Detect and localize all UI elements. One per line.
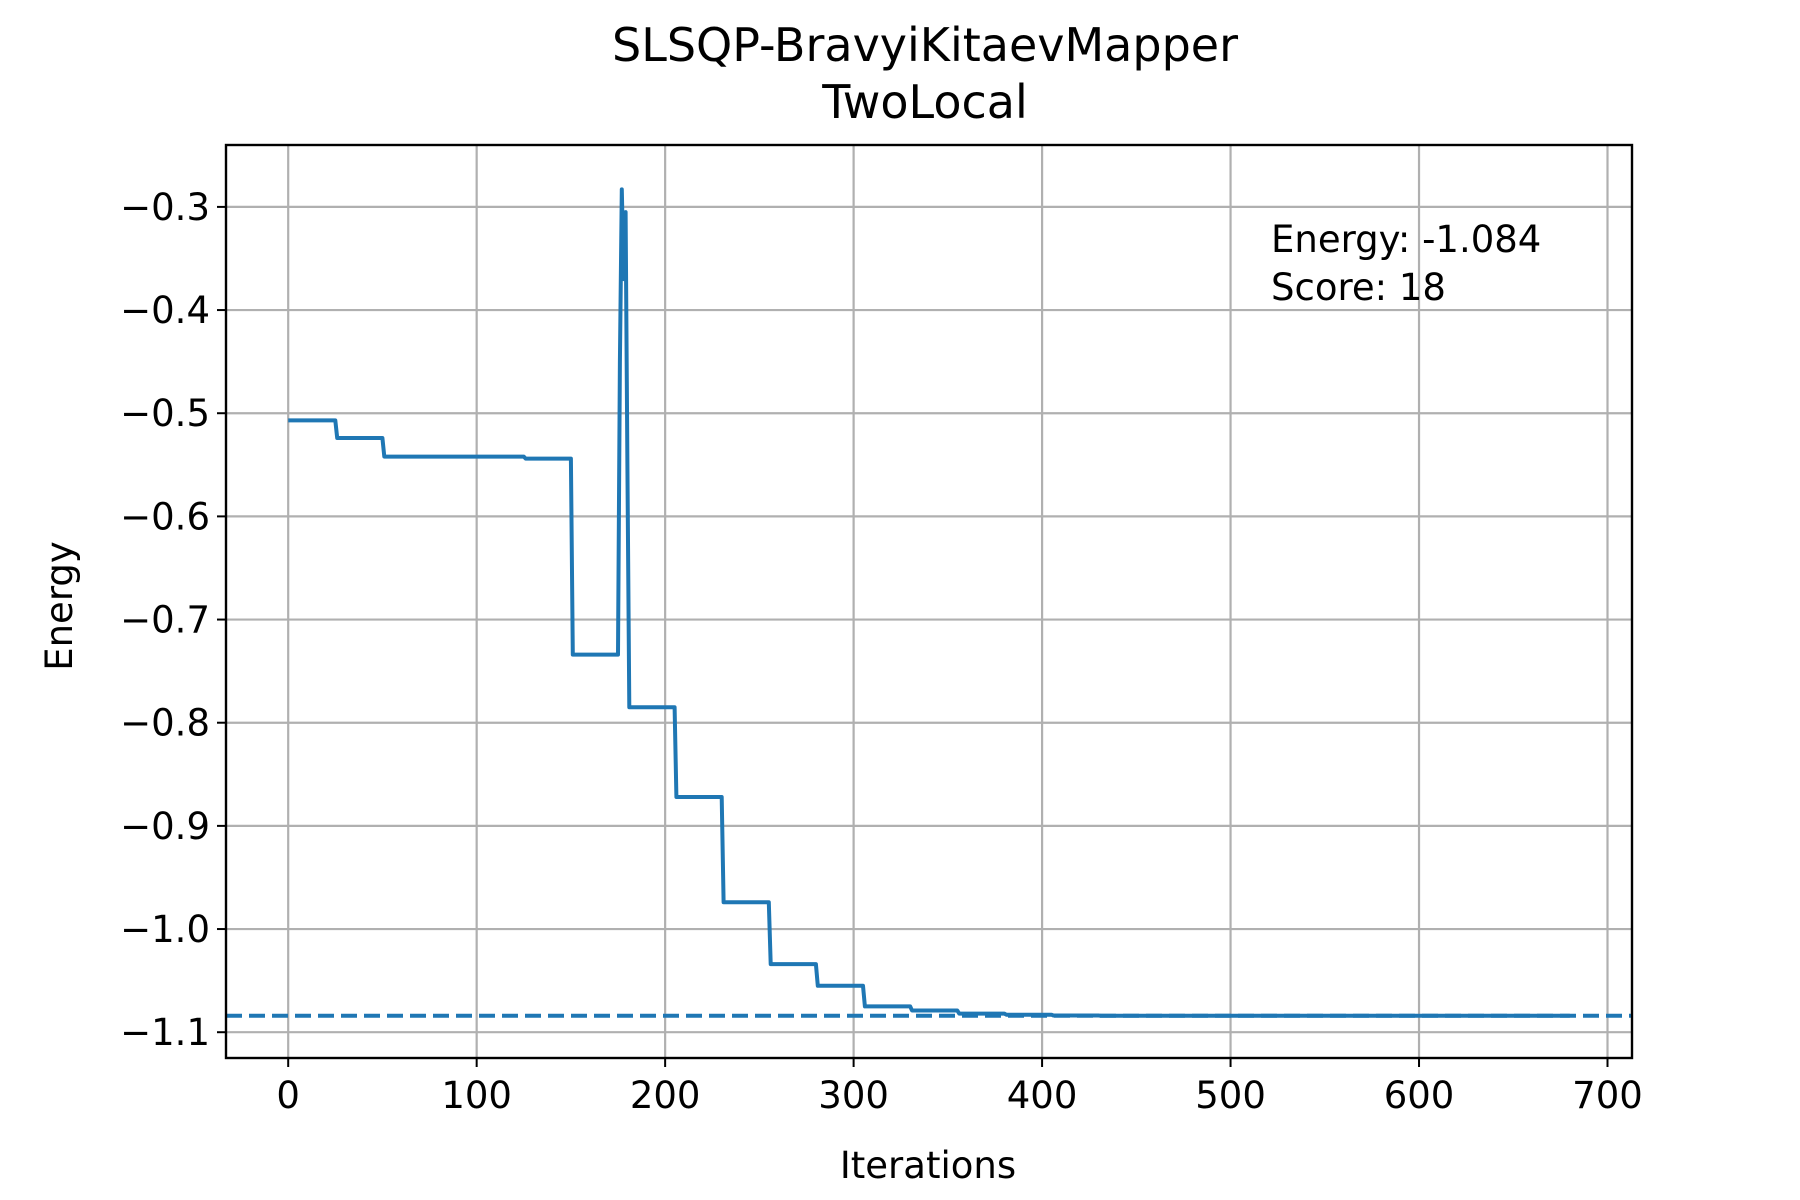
y-tick-label: −0.8 xyxy=(120,702,210,745)
chart-title-line-1: SLSQP-BravyiKitaevMapper xyxy=(612,18,1238,72)
x-tick-label: 400 xyxy=(1007,1074,1078,1117)
y-tick-label: −0.3 xyxy=(120,186,210,229)
x-axis-label: Iterations xyxy=(840,1144,1016,1187)
grid-lines xyxy=(226,145,1632,1058)
y-tick-label: −1.0 xyxy=(120,908,210,951)
y-tick-label: −0.7 xyxy=(120,599,210,642)
series-line xyxy=(288,187,1570,1018)
y-tick-label: −0.6 xyxy=(120,495,210,538)
y-tick-label: −0.5 xyxy=(120,392,210,435)
series-group xyxy=(288,187,1570,1018)
x-tick-label: 700 xyxy=(1572,1074,1643,1117)
y-tick-label: −0.4 xyxy=(120,289,210,332)
x-tick-label: 300 xyxy=(818,1074,889,1117)
x-axis-ticks: 0 100 200 300 400 500 600 700 xyxy=(276,1058,1643,1117)
chart-title-line-2: TwoLocal xyxy=(821,75,1027,129)
x-tick-label: 0 xyxy=(276,1074,300,1117)
x-tick-label: 600 xyxy=(1384,1074,1455,1117)
y-axis-label: Energy xyxy=(38,541,81,671)
x-tick-label: 200 xyxy=(630,1074,701,1117)
plot-frame xyxy=(224,143,1634,1060)
y-tick-label: −1.1 xyxy=(120,1011,210,1054)
y-axis-ticks: −1.1 −1.0 −0.9 −0.8 −0.7 −0.6 −0.5 −0.4 −0.3 xyxy=(120,186,226,1054)
annotation-energy: Energy: -1.084 xyxy=(1271,218,1541,261)
x-tick-label: 100 xyxy=(441,1074,512,1117)
annotation-score: Score: 18 xyxy=(1271,266,1446,309)
y-tick-label: −0.9 xyxy=(120,805,210,848)
x-tick-label: 500 xyxy=(1195,1074,1266,1117)
